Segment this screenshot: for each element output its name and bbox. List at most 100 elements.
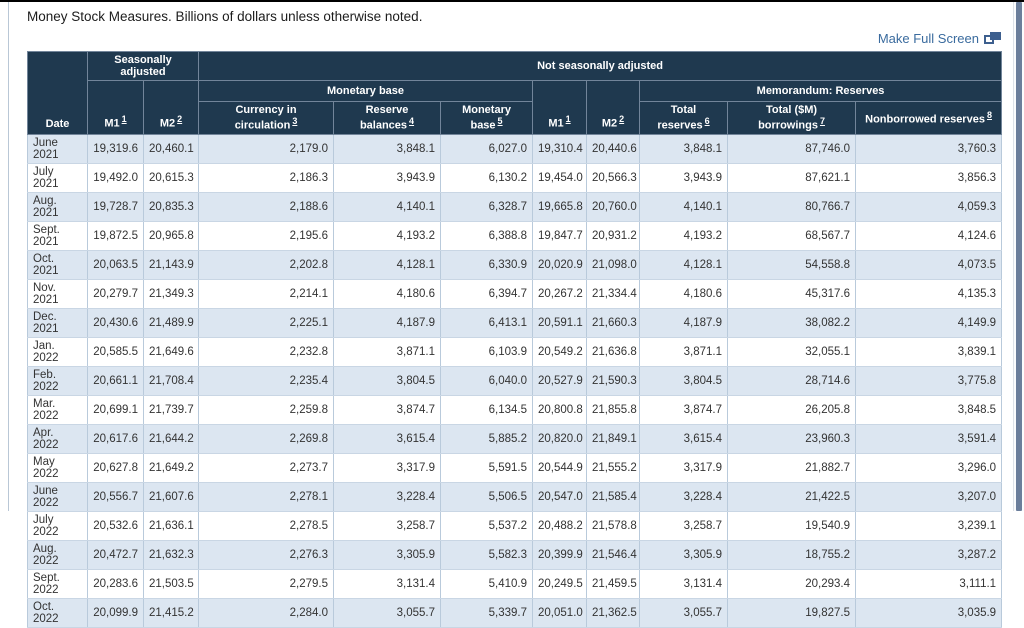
group-header-seasonally-adjusted: Seasonally adjusted [86, 51, 200, 81]
left-border-line [8, 2, 9, 511]
cell-value: 21,636.1 [142, 510, 200, 541]
cell-value: 4,073.5 [855, 249, 1003, 280]
footnote-link-3[interactable]: 3 [292, 116, 298, 126]
cell-value: 3,848.5 [855, 394, 1003, 425]
cell-value: 2,232.8 [198, 336, 335, 367]
cell-value: 21,578.8 [586, 510, 641, 541]
footnote-link-6[interactable]: 6 [704, 116, 710, 126]
cell-date: Oct. 2021 [27, 249, 88, 280]
make-full-screen-link[interactable]: Make Full Screen [878, 31, 1001, 46]
cell-value: 4,187.9 [639, 307, 729, 338]
table-header: Date Seasonally adjusted Not seasonally … [27, 51, 1003, 135]
table-row: May 2022 20,627.8 21,649.2 2,273.7 3,317.9 5,… [27, 452, 1003, 483]
cell-date: Oct. 2022 [27, 597, 88, 628]
cell-value: 21,503.5 [142, 568, 200, 599]
cell-value: 21,636.8 [586, 336, 641, 367]
toolbar-row: Make Full Screen [27, 30, 1001, 47]
cell-value: 45,317.6 [727, 278, 857, 309]
cell-value: 18,755.2 [727, 539, 857, 570]
cell-value: 20,283.6 [87, 568, 144, 599]
table-row: Feb. 2022 20,661.1 21,708.4 2,235.4 3,804.5 6… [27, 365, 1003, 396]
cell-value: 3,055.7 [333, 597, 442, 628]
footnote-link-2[interactable]: 2 [177, 114, 183, 124]
cell-date: June 2022 [27, 481, 88, 512]
cell-value: 32,055.1 [727, 336, 857, 367]
cell-value: 4,180.6 [639, 278, 729, 309]
vertical-scrollbar-thumb[interactable] [1016, 2, 1022, 511]
cell-value: 20,556.7 [87, 481, 144, 512]
top-border-line [0, 0, 1024, 2]
cell-value: 3,874.7 [333, 394, 442, 425]
cell-value: 2,284.0 [198, 597, 335, 628]
cell-value: 21,098.0 [586, 249, 641, 280]
cell-value: 2,179.0 [198, 133, 335, 164]
cell-value: 2,278.5 [198, 510, 335, 541]
cell-value: 6,134.5 [440, 394, 534, 425]
cell-value: 20,566.3 [586, 162, 641, 193]
cell-value: 21,585.4 [586, 481, 641, 512]
table-row: July 2021 19,492.0 20,615.3 2,186.3 3,943.9 6… [27, 162, 1003, 193]
cell-value: 4,059.3 [855, 191, 1003, 222]
col-header-date: Date [27, 51, 88, 135]
cell-value: 19,540.9 [727, 510, 857, 541]
cell-value: 4,180.6 [333, 278, 442, 309]
cell-date: Mar. 2022 [27, 394, 88, 425]
footnote-link-4[interactable]: 4 [409, 116, 415, 126]
cell-value: 6,388.8 [440, 220, 534, 251]
footnote-link-5[interactable]: 5 [497, 116, 503, 126]
cell-value: 3,775.8 [855, 365, 1003, 396]
cell-value: 4,149.9 [855, 307, 1003, 338]
cell-value: 3,317.9 [333, 452, 442, 483]
cell-value: 3,258.7 [639, 510, 729, 541]
cell-value: 28,714.6 [727, 365, 857, 396]
cell-value: 20,440.6 [586, 133, 641, 164]
footnote-link-8[interactable]: 8 [986, 110, 992, 120]
cell-value: 3,615.4 [333, 423, 442, 454]
cell-value: 3,239.1 [855, 510, 1003, 541]
cell-value: 20,820.0 [532, 423, 588, 454]
cell-value: 54,558.8 [727, 249, 857, 280]
cell-value: 20,617.6 [87, 423, 144, 454]
cell-value: 3,287.2 [855, 539, 1003, 570]
cell-value: 3,228.4 [639, 481, 729, 512]
cell-value: 21,546.4 [586, 539, 641, 570]
table-row: Jan. 2022 20,585.5 21,649.6 2,232.8 3,871.1 6… [27, 336, 1003, 367]
cell-value: 6,413.1 [440, 307, 534, 338]
cell-value: 20,099.9 [87, 597, 144, 628]
cell-value: 21,334.4 [586, 278, 641, 309]
cell-value: 20,488.2 [532, 510, 588, 541]
cell-value: 26,205.8 [727, 394, 857, 425]
vertical-scrollbar-track[interactable] [1013, 2, 1024, 511]
cell-date: Jan. 2022 [27, 336, 88, 367]
footnote-link-2b[interactable]: 2 [619, 114, 625, 124]
cell-value: 3,804.5 [639, 365, 729, 396]
cell-value: 20,699.1 [87, 394, 144, 425]
make-full-screen-label: Make Full Screen [877, 31, 979, 46]
cell-value: 20,267.2 [532, 278, 588, 309]
footnote-link-7[interactable]: 7 [819, 116, 825, 126]
cell-value: 6,330.9 [440, 249, 534, 280]
cell-value: 6,394.7 [440, 278, 534, 309]
cell-value: 3,131.4 [639, 568, 729, 599]
cell-value: 20,460.1 [142, 133, 200, 164]
col-header-reserve-balances: Reserve balances 4 [333, 101, 442, 135]
cell-value: 19,492.0 [87, 162, 144, 193]
cell-value: 21,607.6 [142, 481, 200, 512]
cell-value: 4,128.1 [639, 249, 729, 280]
cell-value: 21,849.1 [586, 423, 641, 454]
footnote-link-1b[interactable]: 1 [565, 114, 571, 124]
footnote-link-1[interactable]: 1 [121, 114, 127, 124]
col-header-monetary-base: Monetary base 5 [440, 101, 534, 135]
table-row: Dec. 2021 20,430.6 21,489.9 2,225.1 4,187.9 6… [27, 307, 1003, 338]
cell-value: 2,186.3 [198, 162, 335, 193]
cell-value: 3,317.9 [639, 452, 729, 483]
cell-value: 20,591.1 [532, 307, 588, 338]
group-header-monetary-base: Monetary base [198, 80, 534, 102]
cell-value: 3,591.4 [855, 423, 1003, 454]
group-header-not-seasonally-adjusted: Not seasonally adjusted [198, 51, 1003, 81]
cell-date: Aug. 2022 [27, 539, 88, 570]
cell-value: 2,278.1 [198, 481, 335, 512]
cell-value: 20,249.5 [532, 568, 588, 599]
col-header-m2-sa: M2 2 [142, 80, 200, 135]
cell-value: 20,547.0 [532, 481, 588, 512]
